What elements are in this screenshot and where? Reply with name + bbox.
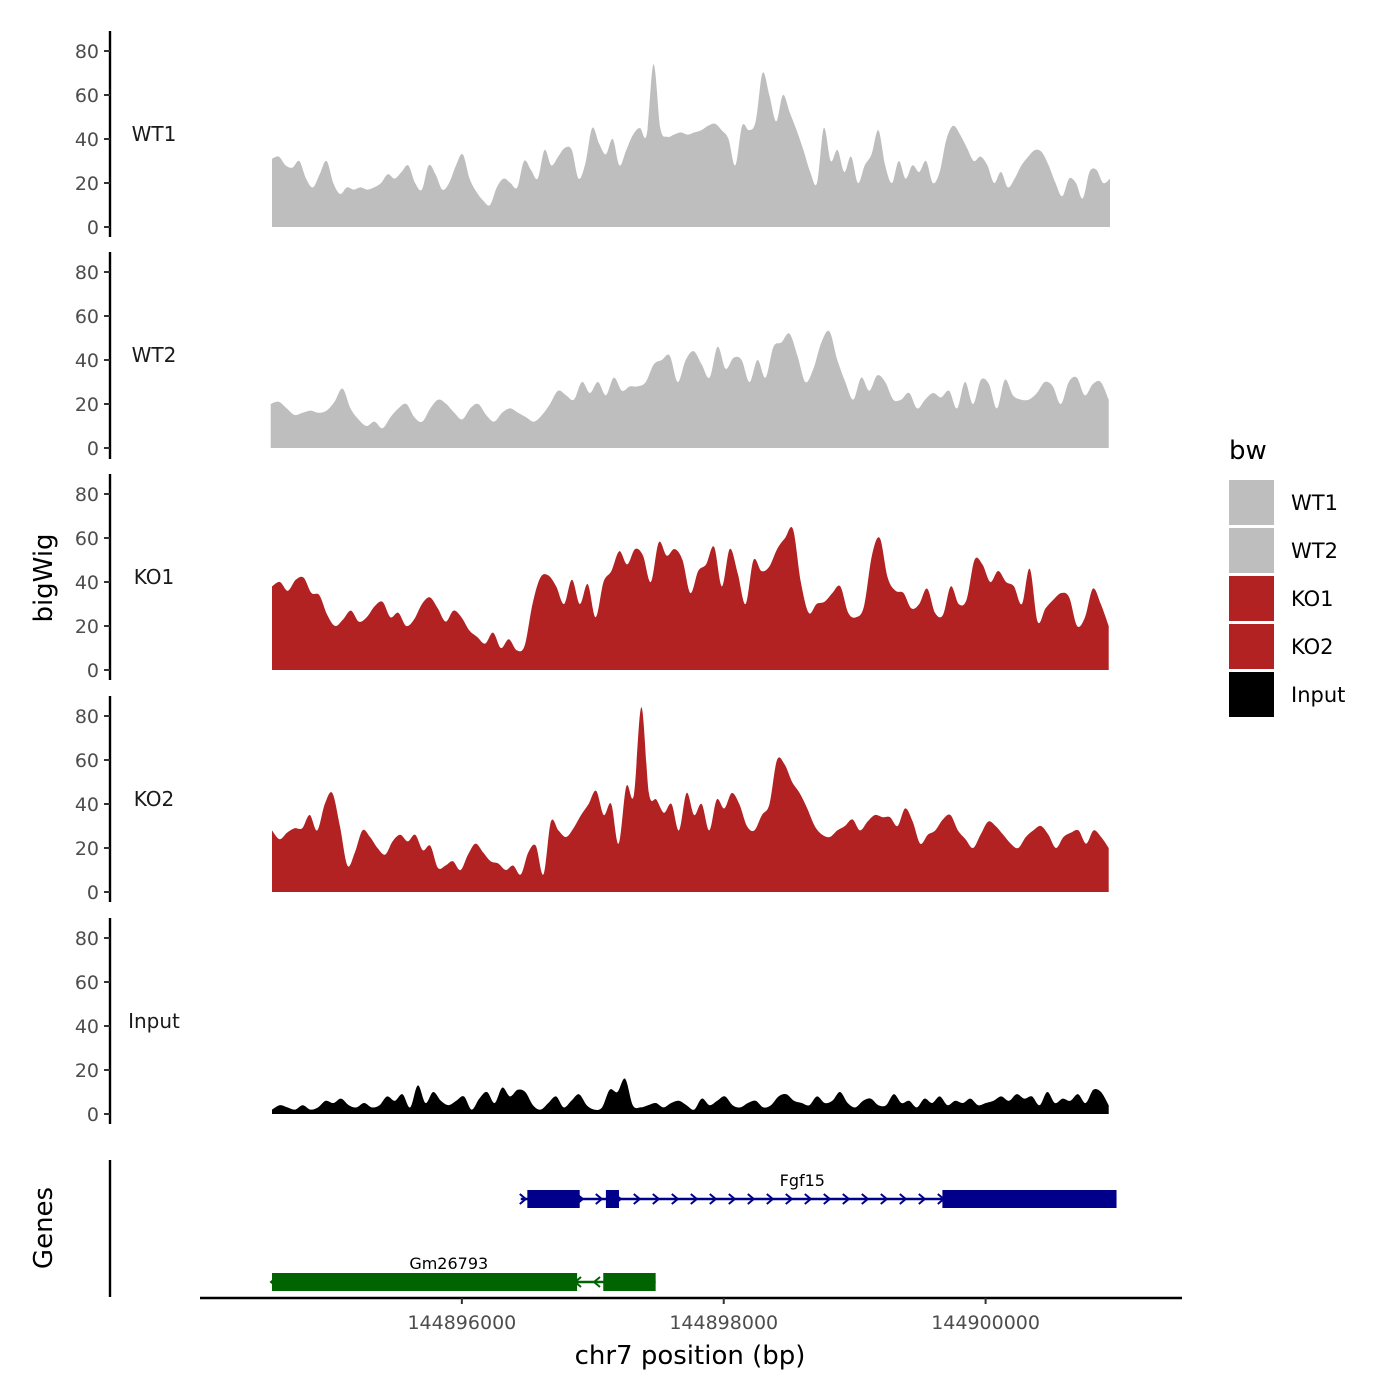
gene-exon bbox=[605, 1190, 619, 1208]
y-tick-label: 0 bbox=[87, 660, 99, 682]
y-tick-label: 0 bbox=[87, 217, 99, 239]
legend-swatch-input bbox=[1229, 672, 1274, 717]
y-tick-label: 20 bbox=[75, 838, 99, 860]
gene-fgf15: Fgf15 bbox=[519, 1171, 1117, 1208]
coverage-area bbox=[272, 64, 1110, 227]
track-wt2: 0 20 40 60 80 WT2 bbox=[75, 252, 1109, 460]
gene-gm26793: Gm26793 bbox=[269, 1254, 656, 1291]
gene-exon bbox=[272, 1273, 578, 1291]
legend-label-ko2: KO2 bbox=[1291, 635, 1334, 659]
strand-arrow bbox=[918, 1193, 927, 1205]
genes-track-title: Genes bbox=[29, 1187, 59, 1269]
y-tick-label: 60 bbox=[75, 85, 99, 107]
y-axis-title: bigWig bbox=[29, 533, 59, 622]
strand-arrow bbox=[519, 1193, 528, 1205]
strand-arrow bbox=[766, 1193, 775, 1205]
gene-track: Fgf15 Gm26793 bbox=[108, 1160, 1117, 1297]
track-label: WT2 bbox=[132, 343, 177, 367]
y-tick-label: 40 bbox=[75, 1016, 99, 1038]
y-tick-label: 80 bbox=[75, 262, 99, 284]
y-tick-label: 80 bbox=[75, 41, 99, 63]
gene-exon bbox=[942, 1190, 1117, 1208]
track-label: KO2 bbox=[134, 787, 175, 811]
y-tick-label: 0 bbox=[87, 438, 99, 460]
strand-arrow bbox=[592, 1276, 601, 1288]
strand-arrow bbox=[690, 1193, 699, 1205]
strand-arrow bbox=[899, 1193, 908, 1205]
y-tick-label: 40 bbox=[75, 350, 99, 372]
gene-label: Gm26793 bbox=[409, 1254, 488, 1273]
legend-label-wt1: WT1 bbox=[1291, 491, 1338, 515]
y-tick-label: 60 bbox=[75, 528, 99, 550]
legend-label-input: Input bbox=[1291, 683, 1345, 707]
track-wt1: 0 20 40 60 80 WT1 bbox=[75, 31, 1110, 239]
y-tick-label: 20 bbox=[75, 394, 99, 416]
gene-exon bbox=[603, 1273, 656, 1291]
coverage-area bbox=[272, 526, 1109, 670]
legend-swatch-ko2 bbox=[1229, 624, 1274, 669]
legend-title: bw bbox=[1229, 436, 1267, 466]
x-tick-label: 144900000 bbox=[931, 1312, 1040, 1334]
track-label: WT1 bbox=[132, 122, 177, 146]
track-label: Input bbox=[128, 1009, 180, 1033]
legend: bw WT1 WT2 KO1 KO2 Input bbox=[1229, 436, 1345, 717]
y-tick-label: 20 bbox=[75, 1060, 99, 1082]
y-tick-label: 0 bbox=[87, 882, 99, 904]
y-tick-label: 20 bbox=[75, 616, 99, 638]
signal-tracks: 0 20 40 60 80 WT1 0 20 40 60 80 WT2 0 20 40 60 80 KO1 0 20 4… bbox=[75, 31, 1110, 1126]
coverage-area bbox=[270, 330, 1109, 448]
y-tick-label: 20 bbox=[75, 173, 99, 195]
gene-exon bbox=[527, 1190, 580, 1208]
legend-swatch-wt1 bbox=[1229, 480, 1274, 525]
y-tick-label: 80 bbox=[75, 928, 99, 950]
strand-arrow bbox=[804, 1193, 813, 1205]
strand-arrow bbox=[709, 1193, 718, 1205]
track-input: 0 20 40 60 80 Input bbox=[75, 918, 1109, 1126]
y-tick-label: 80 bbox=[75, 484, 99, 506]
strand-arrow bbox=[861, 1193, 870, 1205]
strand-arrow bbox=[747, 1193, 756, 1205]
track-label: KO1 bbox=[134, 565, 175, 589]
legend-label-wt2: WT2 bbox=[1291, 539, 1338, 563]
y-tick-label: 60 bbox=[75, 972, 99, 994]
strand-arrow bbox=[785, 1193, 794, 1205]
strand-arrow bbox=[880, 1193, 889, 1205]
gene-label: Fgf15 bbox=[780, 1171, 825, 1190]
y-tick-label: 40 bbox=[75, 794, 99, 816]
x-tick-label: 144896000 bbox=[407, 1312, 516, 1334]
strand-arrow bbox=[652, 1193, 661, 1205]
strand-arrow bbox=[823, 1193, 832, 1205]
x-tick-label: 144898000 bbox=[669, 1312, 778, 1334]
y-tick-label: 80 bbox=[75, 706, 99, 728]
strand-arrow bbox=[728, 1193, 737, 1205]
strand-arrow bbox=[671, 1193, 680, 1205]
strand-arrow bbox=[842, 1193, 851, 1205]
legend-swatch-wt2 bbox=[1229, 528, 1274, 573]
coverage-area bbox=[272, 707, 1109, 892]
track-ko2: 0 20 40 60 80 KO2 bbox=[75, 696, 1109, 904]
x-axis: 144896000 144898000 144900000 bbox=[200, 1296, 1182, 1334]
strand-arrow bbox=[633, 1193, 642, 1205]
track-ko1: 0 20 40 60 80 KO1 bbox=[75, 474, 1109, 682]
legend-label-ko1: KO1 bbox=[1291, 587, 1334, 611]
y-tick-label: 40 bbox=[75, 129, 99, 151]
y-tick-label: 40 bbox=[75, 572, 99, 594]
x-axis-title: chr7 position (bp) bbox=[575, 1341, 806, 1371]
strand-arrow bbox=[595, 1193, 604, 1205]
y-tick-label: 60 bbox=[75, 750, 99, 772]
legend-swatch-ko1 bbox=[1229, 576, 1274, 621]
y-tick-label: 60 bbox=[75, 306, 99, 328]
y-tick-label: 0 bbox=[87, 1104, 99, 1126]
coverage-area bbox=[272, 1078, 1109, 1114]
